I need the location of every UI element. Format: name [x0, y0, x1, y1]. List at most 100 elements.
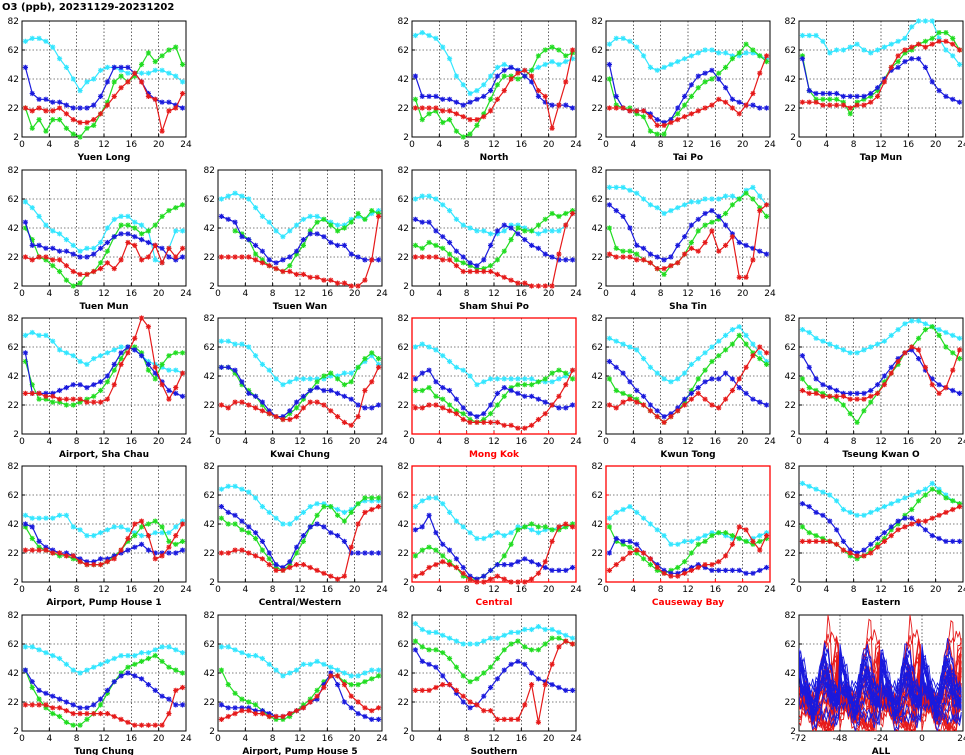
y-tick-label: 22	[785, 104, 796, 114]
data-point-marker	[246, 390, 252, 396]
data-point-marker	[440, 234, 446, 240]
data-point-marker	[179, 79, 186, 85]
series-blue	[412, 367, 576, 420]
data-point-marker	[152, 687, 158, 693]
data-point-marker	[433, 495, 439, 501]
data-point-marker	[125, 344, 131, 350]
data-point-marker	[22, 547, 29, 553]
data-point-marker	[542, 283, 548, 289]
data-point-marker	[535, 245, 542, 251]
data-point-marker	[341, 242, 348, 248]
data-point-marker	[647, 521, 654, 527]
y-tick-label: 82	[398, 17, 409, 27]
data-point-marker	[300, 242, 307, 248]
data-point-marker	[426, 385, 432, 391]
x-tick-label: -48	[833, 734, 848, 744]
data-point-marker	[508, 225, 514, 231]
data-point-marker	[716, 76, 722, 82]
y-tick-label: 82	[8, 611, 19, 621]
data-point-marker	[549, 538, 555, 544]
data-point-marker	[63, 350, 70, 356]
data-point-marker	[881, 79, 888, 85]
data-point-marker	[847, 390, 853, 396]
data-point-marker	[569, 641, 576, 647]
data-point-marker	[847, 553, 853, 559]
data-point-marker	[688, 245, 695, 251]
x-tick-label: 16	[126, 585, 138, 595]
data-point-marker	[159, 722, 165, 728]
data-point-marker	[868, 99, 874, 105]
data-point-marker	[661, 210, 667, 217]
data-point-marker	[460, 699, 466, 705]
data-point-marker	[77, 399, 83, 405]
y-tick-label: 62	[398, 491, 409, 501]
data-point-marker	[508, 277, 514, 283]
data-point-marker	[716, 213, 722, 219]
y-tick-label: 22	[8, 253, 19, 263]
data-point-marker	[627, 396, 633, 402]
data-point-marker	[440, 541, 446, 547]
data-point-marker	[440, 673, 446, 679]
station-label: Kwai Chung	[270, 450, 330, 460]
data-point-marker	[50, 393, 56, 399]
data-point-marker	[535, 379, 542, 385]
x-tick-label: 20	[349, 734, 361, 744]
data-point-marker	[936, 88, 942, 94]
data-point-marker	[252, 405, 259, 411]
data-point-marker	[757, 567, 763, 573]
data-point-marker	[563, 687, 569, 693]
data-point-marker	[29, 684, 35, 691]
data-point-marker	[750, 341, 756, 347]
x-tick-label: 12	[294, 734, 305, 744]
data-point-marker	[750, 353, 756, 359]
data-point-marker	[132, 533, 138, 539]
y-tick-label: 82	[785, 462, 796, 472]
data-point-marker	[915, 347, 922, 353]
data-point-marker	[84, 254, 90, 260]
data-point-marker	[695, 541, 701, 547]
data-point-marker	[634, 509, 640, 515]
data-point-marker	[634, 396, 640, 402]
data-point-marker	[179, 350, 186, 356]
series-red	[412, 521, 576, 585]
data-point-marker	[528, 242, 535, 248]
data-point-marker	[481, 535, 487, 542]
data-point-marker	[369, 350, 375, 356]
data-point-marker	[225, 682, 231, 688]
data-point-marker	[515, 76, 521, 82]
data-point-marker	[56, 655, 63, 662]
data-point-marker	[467, 411, 473, 417]
data-point-marker	[563, 222, 569, 228]
data-point-marker	[474, 419, 480, 425]
x-tick-label: 8	[74, 585, 80, 595]
data-point-marker	[348, 283, 354, 289]
data-point-marker	[634, 257, 640, 263]
data-point-marker	[675, 541, 681, 547]
data-point-marker	[375, 667, 382, 673]
data-point-marker	[833, 387, 840, 394]
data-point-marker	[225, 713, 231, 720]
data-point-marker	[695, 85, 701, 91]
data-point-marker	[440, 257, 446, 263]
data-point-marker	[501, 274, 507, 280]
station-label: Kwun Tong	[660, 450, 715, 460]
y-tick-label: 62	[204, 640, 215, 650]
data-point-marker	[943, 538, 949, 544]
x-tick-label: 24	[180, 734, 192, 744]
y-tick-label: 62	[8, 195, 19, 205]
data-point-marker	[627, 550, 633, 556]
data-point-marker	[273, 562, 279, 568]
data-point-marker	[929, 35, 935, 41]
data-point-marker	[840, 538, 847, 544]
data-point-marker	[695, 50, 701, 56]
data-point-marker	[152, 376, 158, 382]
data-point-marker	[613, 338, 619, 344]
data-point-marker	[43, 257, 49, 263]
data-point-marker	[280, 414, 286, 420]
data-point-marker	[743, 364, 749, 370]
data-point-marker	[915, 356, 922, 362]
data-point-marker	[91, 399, 97, 405]
data-point-marker	[627, 225, 633, 231]
data-point-marker	[535, 676, 542, 682]
data-point-marker	[307, 399, 313, 405]
